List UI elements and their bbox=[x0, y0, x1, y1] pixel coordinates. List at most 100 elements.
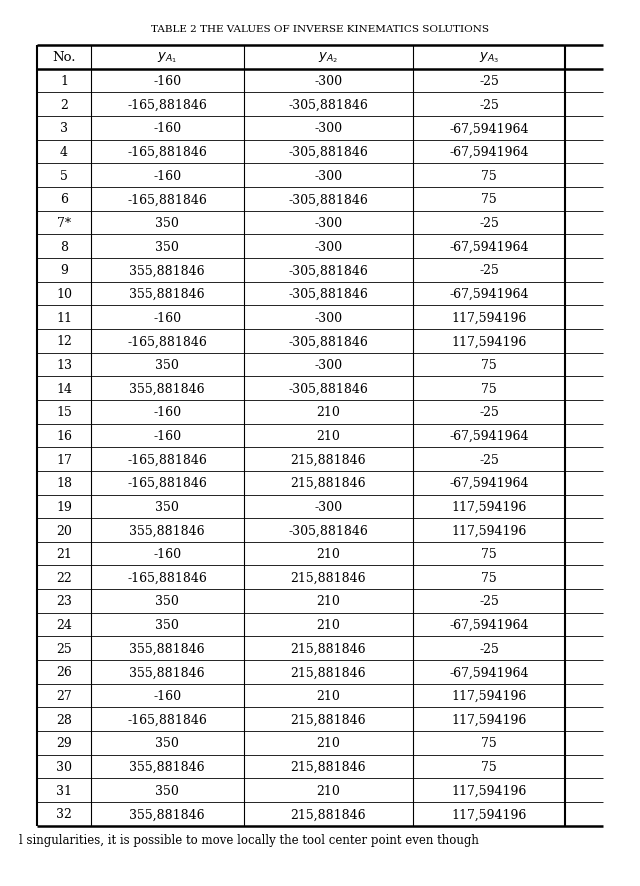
Text: -165,881846: -165,881846 bbox=[127, 193, 207, 206]
Text: -160: -160 bbox=[153, 122, 181, 136]
Text: 215,881846: 215,881846 bbox=[291, 807, 366, 820]
Text: 355,881846: 355,881846 bbox=[129, 288, 205, 300]
Text: -305,881846: -305,881846 bbox=[289, 264, 369, 277]
Text: 15: 15 bbox=[56, 406, 72, 419]
Text: -160: -160 bbox=[153, 169, 181, 183]
Text: 355,881846: 355,881846 bbox=[129, 760, 205, 773]
Text: -160: -160 bbox=[153, 689, 181, 703]
Text: 210: 210 bbox=[317, 406, 340, 419]
Text: -67,5941964: -67,5941964 bbox=[449, 240, 529, 253]
Text: 75: 75 bbox=[481, 359, 497, 371]
Text: 4: 4 bbox=[60, 146, 68, 159]
Text: 17: 17 bbox=[56, 453, 72, 466]
Text: 355,881846: 355,881846 bbox=[129, 807, 205, 820]
Text: -165,881846: -165,881846 bbox=[127, 477, 207, 490]
Text: 117,594196: 117,594196 bbox=[451, 311, 527, 324]
Text: 355,881846: 355,881846 bbox=[129, 642, 205, 655]
Text: 16: 16 bbox=[56, 430, 72, 442]
Text: 215,881846: 215,881846 bbox=[291, 477, 366, 490]
Text: -165,881846: -165,881846 bbox=[127, 335, 207, 348]
Text: 210: 210 bbox=[317, 689, 340, 703]
Text: 1: 1 bbox=[60, 75, 68, 88]
Text: 29: 29 bbox=[56, 736, 72, 750]
Text: 2: 2 bbox=[60, 98, 68, 112]
Text: 210: 210 bbox=[317, 784, 340, 797]
Text: 14: 14 bbox=[56, 382, 72, 395]
Text: 210: 210 bbox=[317, 430, 340, 442]
Text: 75: 75 bbox=[481, 571, 497, 584]
Text: 9: 9 bbox=[60, 264, 68, 277]
Text: -25: -25 bbox=[479, 264, 499, 277]
Text: -305,881846: -305,881846 bbox=[289, 335, 369, 348]
Text: -300: -300 bbox=[314, 122, 342, 136]
Text: 11: 11 bbox=[56, 311, 72, 324]
Text: 75: 75 bbox=[481, 193, 497, 206]
Text: -305,881846: -305,881846 bbox=[289, 193, 369, 206]
Text: 20: 20 bbox=[56, 524, 72, 537]
Text: 117,594196: 117,594196 bbox=[451, 501, 527, 513]
Text: 27: 27 bbox=[56, 689, 72, 703]
Text: 6: 6 bbox=[60, 193, 68, 206]
Text: -25: -25 bbox=[479, 75, 499, 88]
Text: 7*: 7* bbox=[57, 217, 71, 229]
Text: 210: 210 bbox=[317, 618, 340, 632]
Text: 21: 21 bbox=[56, 548, 72, 561]
Text: TABLE 2 THE VALUES OF INVERSE KINEMATICS SOLUTIONS: TABLE 2 THE VALUES OF INVERSE KINEMATICS… bbox=[151, 25, 489, 34]
Text: -25: -25 bbox=[479, 406, 499, 419]
Text: 215,881846: 215,881846 bbox=[291, 642, 366, 655]
Text: 215,881846: 215,881846 bbox=[291, 713, 366, 726]
Text: 215,881846: 215,881846 bbox=[291, 453, 366, 466]
Text: 117,594196: 117,594196 bbox=[451, 784, 527, 797]
Text: 12: 12 bbox=[56, 335, 72, 348]
Text: 19: 19 bbox=[56, 501, 72, 513]
Text: 350: 350 bbox=[156, 736, 179, 750]
Text: No.: No. bbox=[52, 51, 76, 65]
Text: -300: -300 bbox=[314, 311, 342, 324]
Text: -25: -25 bbox=[479, 217, 499, 229]
Text: -160: -160 bbox=[153, 548, 181, 561]
Text: 75: 75 bbox=[481, 169, 497, 183]
Text: -67,5941964: -67,5941964 bbox=[449, 618, 529, 632]
Text: -165,881846: -165,881846 bbox=[127, 146, 207, 159]
Text: 210: 210 bbox=[317, 548, 340, 561]
Text: 215,881846: 215,881846 bbox=[291, 760, 366, 773]
Text: 75: 75 bbox=[481, 760, 497, 773]
Text: 3: 3 bbox=[60, 122, 68, 136]
Text: 210: 210 bbox=[317, 736, 340, 750]
Text: 355,881846: 355,881846 bbox=[129, 524, 205, 537]
Text: 117,594196: 117,594196 bbox=[451, 335, 527, 348]
Text: -67,5941964: -67,5941964 bbox=[449, 430, 529, 442]
Text: -25: -25 bbox=[479, 453, 499, 466]
Text: 31: 31 bbox=[56, 784, 72, 797]
Text: 75: 75 bbox=[481, 548, 497, 561]
Text: 8: 8 bbox=[60, 240, 68, 253]
Text: 22: 22 bbox=[56, 571, 72, 584]
Text: -305,881846: -305,881846 bbox=[289, 288, 369, 300]
Text: -160: -160 bbox=[153, 75, 181, 88]
Text: -160: -160 bbox=[153, 406, 181, 419]
Text: -300: -300 bbox=[314, 217, 342, 229]
Text: 117,594196: 117,594196 bbox=[451, 689, 527, 703]
Text: 215,881846: 215,881846 bbox=[291, 665, 366, 679]
Text: 5: 5 bbox=[60, 169, 68, 183]
Text: 117,594196: 117,594196 bbox=[451, 713, 527, 726]
Text: 13: 13 bbox=[56, 359, 72, 371]
Text: 350: 350 bbox=[156, 217, 179, 229]
Text: 350: 350 bbox=[156, 240, 179, 253]
Text: 215,881846: 215,881846 bbox=[291, 571, 366, 584]
Text: -305,881846: -305,881846 bbox=[289, 524, 369, 537]
Text: -300: -300 bbox=[314, 169, 342, 183]
Text: $y_{A_2}$: $y_{A_2}$ bbox=[319, 51, 339, 66]
Text: -165,881846: -165,881846 bbox=[127, 453, 207, 466]
Text: -67,5941964: -67,5941964 bbox=[449, 288, 529, 300]
Text: 350: 350 bbox=[156, 501, 179, 513]
Text: $y_{A_1}$: $y_{A_1}$ bbox=[157, 51, 177, 66]
Text: -25: -25 bbox=[479, 98, 499, 112]
Text: -160: -160 bbox=[153, 311, 181, 324]
Text: -300: -300 bbox=[314, 501, 342, 513]
Text: 28: 28 bbox=[56, 713, 72, 726]
Text: -305,881846: -305,881846 bbox=[289, 146, 369, 159]
Text: 10: 10 bbox=[56, 288, 72, 300]
Text: 24: 24 bbox=[56, 618, 72, 632]
Text: 75: 75 bbox=[481, 382, 497, 395]
